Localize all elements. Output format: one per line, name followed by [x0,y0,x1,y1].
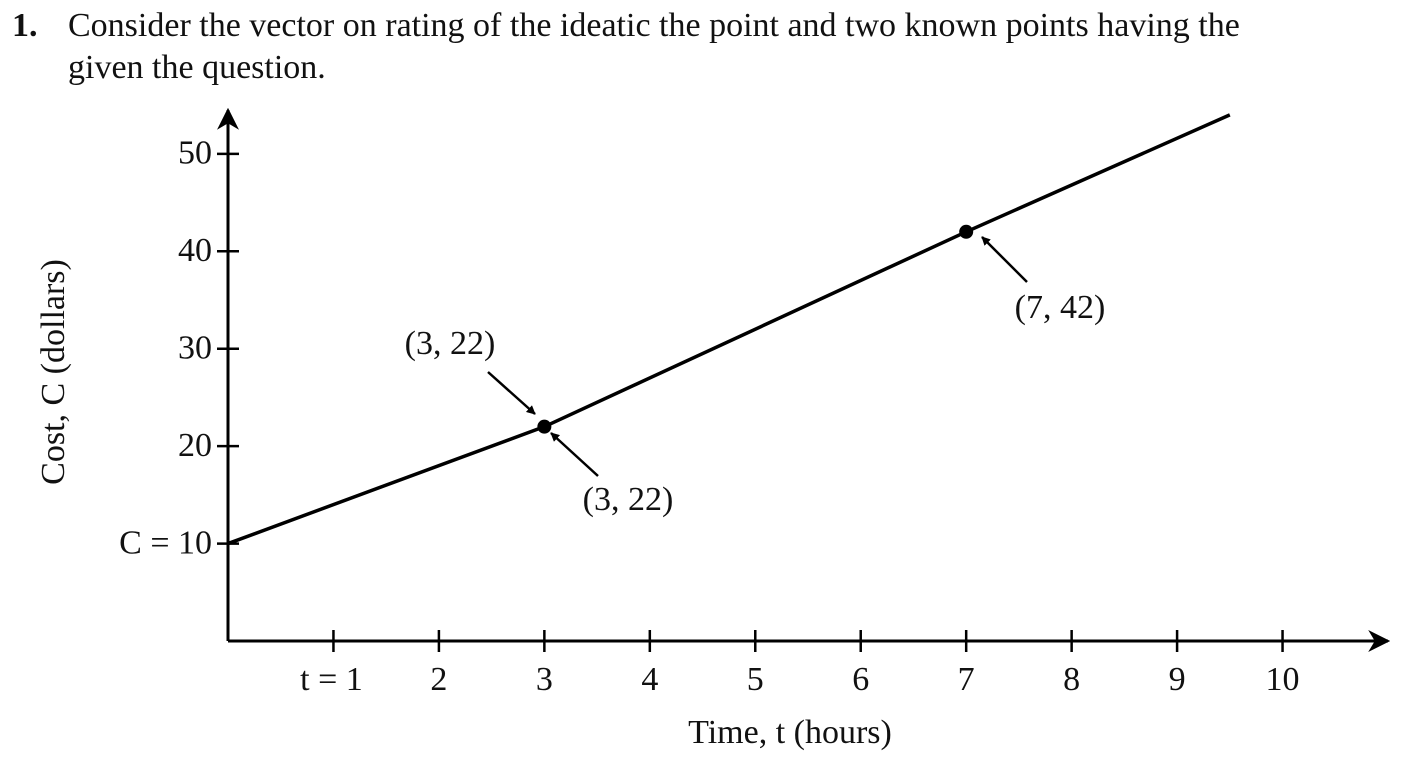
x-tick-label: 9 [1169,661,1186,698]
question-text: given the question. [68,49,326,86]
x-tick-label: 6 [852,661,869,698]
y-tick-label: 50 [178,135,212,172]
x-tick-label: 8 [1063,661,1080,698]
x-tick-label: 7 [958,661,975,698]
x-tick-label: 2 [430,661,447,698]
annotation: (7, 42) [1015,289,1106,326]
y-tick-label: 30 [178,330,212,367]
y-tick-label: 40 [178,232,212,269]
x-tick-label: 5 [747,661,764,698]
y-tick-label: 20 [178,427,212,464]
x-tick-label: 3 [536,661,553,698]
x-axis-label: Time, t (hours) [688,714,892,751]
annotation: (3, 22) [405,325,496,362]
point [537,419,552,434]
point [959,224,974,239]
annotation-arrow [981,236,1028,283]
line [227,113,1231,546]
x-tick-label: 4 [641,661,658,698]
y-tick-label: C = 10 [119,524,212,561]
question-number: 1. [12,7,38,44]
annotation-arrow [550,432,599,477]
y-axis-label: Cost, C (dollars) [35,259,72,485]
x-tick-label: 10 [1266,661,1300,698]
annotation: (3, 22) [583,481,674,518]
x-tick-label: t = 1 [300,661,363,698]
question-text: Consider the vector on rating of the ide… [68,7,1240,44]
annotation-arrow [487,371,536,415]
